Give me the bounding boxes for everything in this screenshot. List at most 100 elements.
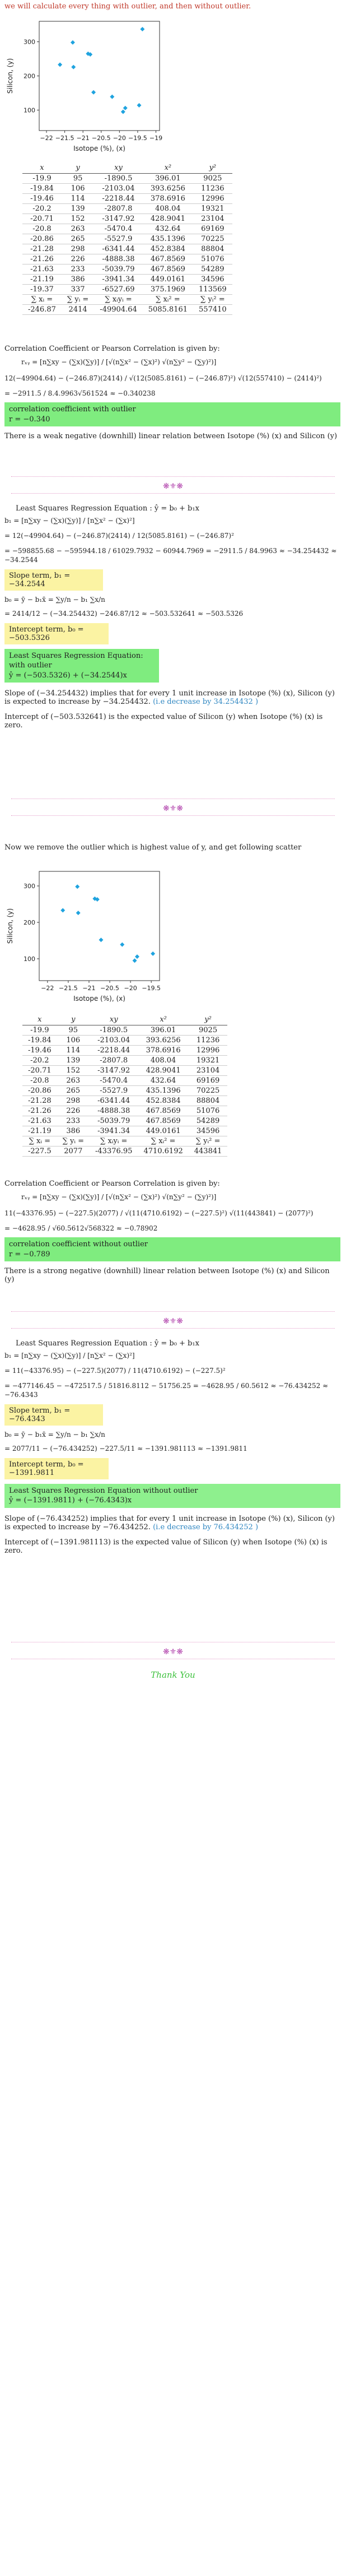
table-cell: 435.1396 — [138, 1085, 189, 1096]
data-point — [75, 884, 80, 889]
table-cell: 23104 — [193, 213, 232, 224]
table-cell: 95 — [57, 1025, 90, 1036]
b1-step2: = −477146.45 − −472517.5 / 51816.8112 − … — [4, 1381, 329, 1399]
table-row: -19.37 337 -6527.69 375.1969 113569 — [22, 284, 232, 295]
table-cell: -19.84 — [22, 183, 62, 194]
table-header: y — [57, 1014, 90, 1025]
table-row: -21.28 298 -6341.44 452.8384 88804 — [22, 244, 232, 254]
separator-ornament: ❋⚜❋ — [162, 804, 183, 813]
table-cell: 452.8384 — [142, 244, 194, 254]
corr2-title: Correlation Coefficient or Pearson Corre… — [4, 1180, 220, 1188]
lsr-title: Least Squares Regression Equation : ŷ = … — [16, 1339, 199, 1348]
table-cell: 375.1969 — [142, 284, 194, 295]
plot-frame — [39, 871, 160, 981]
sum-value: -227.5 — [22, 1146, 57, 1157]
data-point — [137, 103, 142, 108]
table-cell: -6341.44 — [94, 244, 143, 254]
table-cell: -21.63 — [22, 1116, 57, 1126]
table-row: -21.19 386 -3941.34 449.0161 34596 — [22, 274, 232, 285]
corr2-result: ≈ −0.78902 — [116, 1224, 158, 1232]
slope2-paren: (i.e decrease by 76.434252 ) — [153, 1523, 259, 1531]
table-cell: -21.28 — [22, 244, 62, 254]
table-cell: -6341.44 — [90, 1096, 138, 1106]
b0-formula: b₀ = ȳ − b₁x̄ = ∑y/n − b₁ ∑x/n — [4, 1431, 105, 1439]
table-cell: 233 — [61, 264, 95, 275]
separator-line — [11, 815, 335, 816]
corr2-step2: −4628.95 / √60.5612√568322 — [12, 1224, 114, 1232]
table-cell: 467.8569 — [142, 254, 194, 264]
remove-outlier-text: Now we remove the outlier which is highe… — [4, 843, 302, 852]
x-tick-label: −19.5 — [142, 985, 161, 992]
sum-label: ∑ yᵢ² = — [188, 1136, 228, 1147]
data-point — [110, 94, 115, 99]
table-cell: 70225 — [188, 1085, 228, 1096]
table-header: x² — [142, 163, 194, 174]
corr1-result: ≈ −0.340238 — [110, 389, 156, 397]
table-cell: -21.26 — [22, 254, 62, 264]
table-row: -21.26 226 -4888.38 467.8569 51076 — [22, 254, 232, 264]
table-cell: 152 — [61, 213, 95, 224]
table-cell: -5470.4 — [90, 1075, 138, 1086]
table-cell: 408.04 — [138, 1055, 189, 1066]
table-cell: -20.86 — [22, 1085, 57, 1096]
table-cell: -2103.04 — [90, 1035, 138, 1046]
table-cell: -21.19 — [22, 274, 62, 285]
x-axis-label: Isotope (%), (x) — [73, 145, 125, 152]
table-cell: 51076 — [188, 1106, 228, 1116]
table-cell: -19.84 — [22, 1035, 57, 1046]
table-cell: 34596 — [193, 274, 232, 285]
table-cell: 152 — [57, 1065, 90, 1076]
data-point — [120, 109, 125, 114]
table-cell: 12996 — [188, 1045, 228, 1056]
table-cell: 263 — [57, 1075, 90, 1086]
table-cell: -21.28 — [22, 1096, 57, 1106]
sum-label: ∑ xᵢ = — [22, 1136, 57, 1147]
sum-value: 2077 — [57, 1146, 90, 1157]
data-point — [99, 937, 104, 943]
table-header: x — [22, 163, 62, 174]
table-cell: -21.26 — [22, 1106, 57, 1116]
b1-formula: b₁ = [n∑xy − (∑x)(∑y)] / [n∑x² − (∑x)²] — [4, 517, 135, 525]
table-cell: 467.8569 — [138, 1116, 189, 1126]
table-cell: 393.6256 — [138, 1035, 189, 1046]
corr1-box-title: correlation coefficient with outlier — [9, 405, 136, 414]
data-table-without-outlier: x y xy x² y² -19.9 95 -1890.5 396.01 9025 -19.84 1… — [22, 1014, 228, 1157]
table-cell: -3147.92 — [90, 1065, 138, 1076]
table-cell: 428.9041 — [138, 1065, 189, 1076]
table-cell: 408.04 — [142, 203, 194, 214]
table-cell: 233 — [57, 1116, 90, 1126]
table-row: -19.9 95 -1890.5 396.01 9025 — [22, 1025, 228, 1036]
table-row: -20.2 139 -2807.8 408.04 19321 — [22, 1055, 228, 1066]
table-cell: 9025 — [188, 1025, 228, 1036]
table-cell: -5527.9 — [90, 1085, 138, 1096]
y-tick-label: 100 — [24, 955, 35, 963]
sum-label: ∑ xᵢyᵢ = — [94, 294, 143, 305]
data-point — [60, 908, 66, 913]
table-cell: -20.2 — [22, 203, 62, 214]
corr2-desc: There is a strong negative (downhill) li… — [4, 1267, 330, 1284]
table-cell: -21.19 — [22, 1126, 57, 1136]
table-cell: 11236 — [193, 183, 232, 194]
table-cell: 11236 — [188, 1035, 228, 1046]
x-axis-label: Isotope (%), (x) — [73, 995, 125, 1002]
table-cell: -20.71 — [22, 1065, 57, 1076]
x-tick-label: −22 — [41, 985, 54, 992]
table-cell: 449.0161 — [138, 1126, 189, 1136]
table-cell: -4888.38 — [94, 254, 143, 264]
table-cell: 386 — [57, 1126, 90, 1136]
y-tick-label: 200 — [24, 73, 35, 80]
table-header: xy — [90, 1014, 138, 1025]
corr1-desc: There is a weak negative (downhill) line… — [4, 432, 338, 441]
table-cell: 263 — [61, 224, 95, 234]
table-row: -19.46 114 -2218.44 378.6916 12996 — [22, 193, 232, 204]
table-row: -21.28 298 -6341.44 452.8384 88804 — [22, 1096, 228, 1106]
table-cell: 88804 — [193, 244, 232, 254]
sum-label: ∑ yᵢ = — [57, 1136, 90, 1147]
table-row: -19.46 114 -2218.44 378.6916 12996 — [22, 1045, 228, 1056]
sum-label: ∑ yᵢ = — [61, 294, 95, 305]
slope2-box: Slope term, b₁ = −76.4343 — [4, 1404, 103, 1426]
table-cell: 95 — [61, 173, 95, 184]
separator-line — [11, 476, 335, 477]
table-cell: 69169 — [188, 1075, 228, 1086]
data-point — [91, 90, 96, 95]
